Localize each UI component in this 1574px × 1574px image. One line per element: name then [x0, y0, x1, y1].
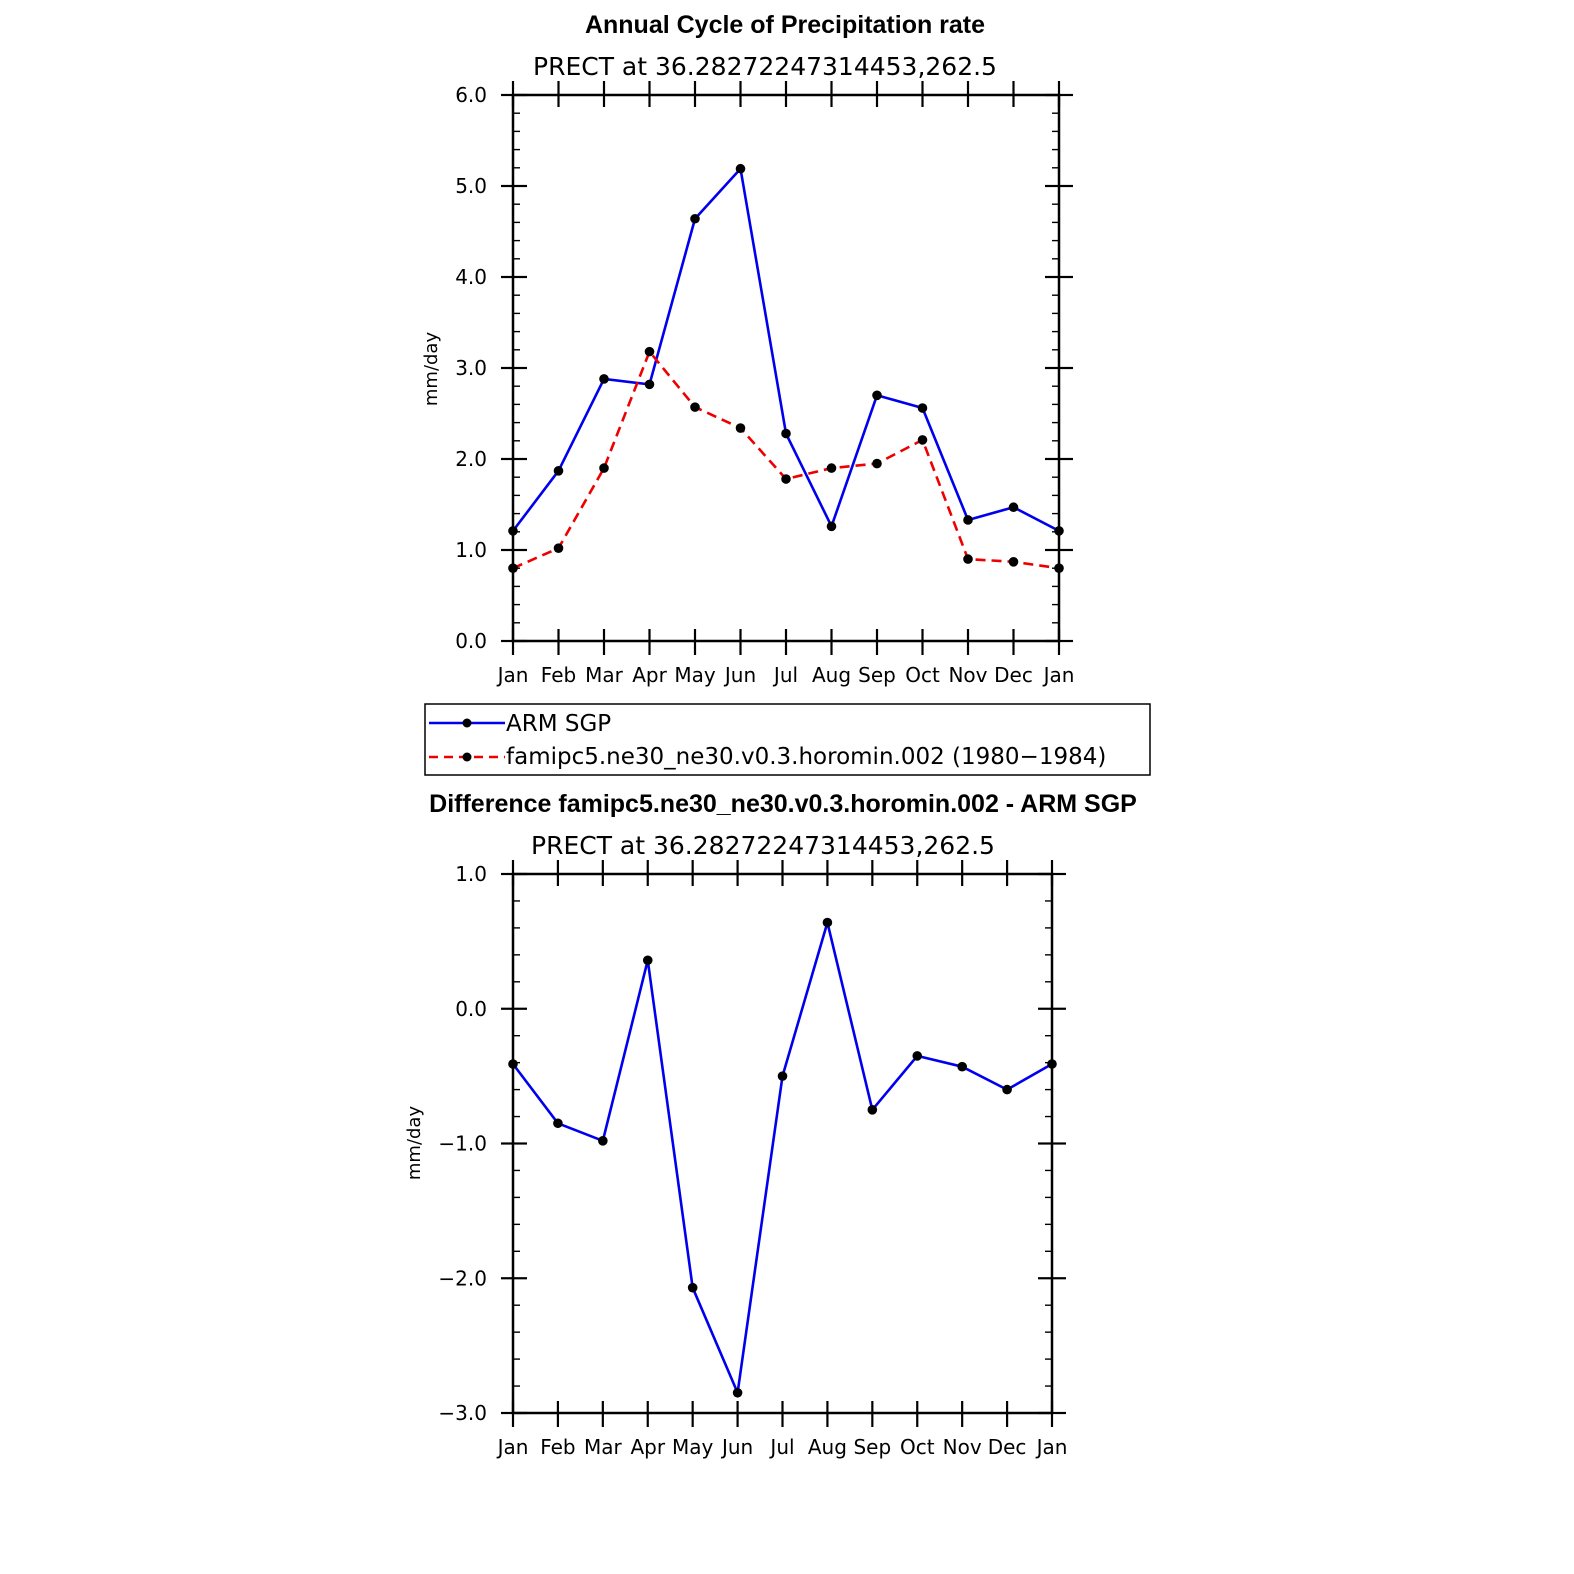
data-point-series-0 — [508, 526, 518, 536]
data-point-series-1 — [963, 554, 973, 564]
legend: ARM SGP famipc5.ne30_ne30.v0.3.horomin.0… — [424, 703, 1151, 776]
x-tick-label: Dec — [994, 663, 1033, 687]
plot-area: 0.0 1.0 2.0 3.0 4.0 5.0 6.0 Jan Feb Mar Apr May Jun J… — [455, 81, 1074, 687]
data-point-series-0 — [777, 1071, 788, 1081]
x-tick-label: Apr — [630, 1435, 665, 1459]
data-point-series-1 — [599, 463, 609, 473]
data-point-series-0 — [963, 515, 973, 525]
data-point-series-1 — [826, 463, 837, 473]
legend-label-arm-sgp: ARM SGP — [506, 711, 611, 737]
y-axis-label: mm/day — [404, 1106, 425, 1181]
x-tick-label: Jan — [496, 663, 529, 687]
y-tick-label: −3.0 — [438, 1401, 487, 1425]
x-tick-label: Jul — [772, 663, 798, 687]
y-tick-label: 1.0 — [455, 538, 487, 562]
chart-subtitle: PRECT at 36.28272247314453,262.5 — [533, 52, 997, 81]
data-point-series-0 — [822, 917, 833, 928]
data-point-series-1 — [872, 458, 882, 469]
x-tick-label: Jun — [723, 663, 756, 687]
x-tick-label: Oct — [905, 663, 940, 687]
x-tick-label: Feb — [540, 1435, 575, 1459]
data-point-series-1 — [553, 543, 564, 553]
y-tick-label: 3.0 — [455, 356, 487, 380]
x-tick-label: Jun — [720, 1435, 753, 1459]
data-point-series-0 — [598, 1136, 608, 1146]
data-point-series-0 — [690, 213, 700, 224]
y-tick-label: 0.0 — [455, 997, 487, 1021]
data-point-series-1 — [508, 563, 518, 573]
y-tick-label: 0.0 — [455, 629, 487, 653]
data-point-series-0 — [508, 1059, 518, 1069]
data-point-series-0 — [553, 466, 564, 476]
data-point-series-0 — [917, 403, 928, 413]
x-tick-label: Sep — [853, 1435, 891, 1459]
data-point-series-0 — [867, 1105, 878, 1115]
legend-box — [424, 703, 1151, 776]
x-tick-label: Apr — [632, 663, 667, 687]
x-tick-label: Sep — [858, 663, 896, 687]
x-tick-label: May — [674, 663, 716, 687]
data-point-series-1 — [1008, 557, 1019, 567]
x-tick-label: Aug — [812, 663, 851, 687]
x-tick-label: Jul — [768, 1435, 794, 1459]
x-tick-label: May — [672, 1435, 714, 1459]
data-point-series-1 — [1054, 563, 1064, 573]
x-tick-label: Jan — [496, 1435, 529, 1459]
legend-label-model: famipc5.ne30_ne30.v0.3.horomin.002 (1980… — [506, 744, 1106, 770]
y-tick-label: 1.0 — [455, 862, 487, 886]
x-tick-label: Aug — [808, 1435, 847, 1459]
data-point-series-1 — [644, 346, 655, 357]
data-point-series-0 — [553, 1118, 563, 1129]
data-point-series-0 — [732, 1387, 743, 1398]
difference-panel: Difference famipc5.ne30_ne30.v0.3.horomi… — [404, 790, 1137, 1459]
data-point-series-0 — [781, 428, 791, 439]
y-tick-label: 4.0 — [455, 265, 487, 289]
x-tick-label: Mar — [585, 663, 624, 687]
data-point-series-0 — [599, 374, 609, 384]
data-point-series-0 — [687, 1282, 698, 1293]
y-tick-label: 6.0 — [455, 83, 487, 107]
data-point-series-0 — [872, 390, 882, 401]
x-tick-label: Dec — [988, 1435, 1027, 1459]
x-tick-label: Mar — [584, 1435, 623, 1459]
chart-title: Annual Cycle of Precipitation rate — [585, 11, 985, 39]
annual-cycle-panel: Annual Cycle of Precipitation rate PRECT… — [421, 11, 1074, 687]
data-point-series-0 — [957, 1061, 967, 1072]
x-tick-label: Nov — [943, 1435, 982, 1459]
data-point-series-0 — [1054, 526, 1064, 536]
x-tick-label: Jan — [1042, 663, 1075, 687]
data-point-series-0 — [735, 163, 746, 174]
x-tick-label: Oct — [900, 1435, 935, 1459]
data-point-series-1 — [690, 402, 700, 412]
data-point-series-1 — [781, 474, 791, 484]
y-tick-label: 5.0 — [455, 174, 487, 198]
data-point-series-0 — [1047, 1059, 1057, 1069]
data-point-series-1 — [917, 435, 928, 445]
chart-subtitle: PRECT at 36.28272247314453,262.5 — [531, 831, 995, 860]
data-point-series-0 — [1002, 1084, 1012, 1095]
y-tick-label: −1.0 — [438, 1132, 487, 1156]
plot-area: −3.0 −2.0 −1.0 0.0 1.0 Jan Feb Mar Apr May Jun Jul A… — [438, 860, 1067, 1459]
x-tick-label: Jan — [1035, 1435, 1068, 1459]
legend-marker-model — [462, 752, 472, 762]
x-tick-label: Nov — [948, 663, 987, 687]
data-point-series-0 — [642, 955, 653, 966]
chart-title: Difference famipc5.ne30_ne30.v0.3.horomi… — [429, 790, 1137, 818]
data-point-series-0 — [644, 379, 655, 390]
data-point-series-0 — [912, 1051, 923, 1061]
legend-marker-arm-sgp — [462, 718, 472, 728]
data-point-series-0 — [826, 521, 837, 532]
data-point-series-1 — [735, 423, 746, 433]
y-tick-label: −2.0 — [438, 1266, 487, 1290]
y-axis-label: mm/day — [421, 332, 442, 407]
y-tick-label: 2.0 — [455, 447, 487, 471]
x-tick-label: Feb — [541, 663, 576, 687]
data-point-series-0 — [1008, 502, 1019, 513]
